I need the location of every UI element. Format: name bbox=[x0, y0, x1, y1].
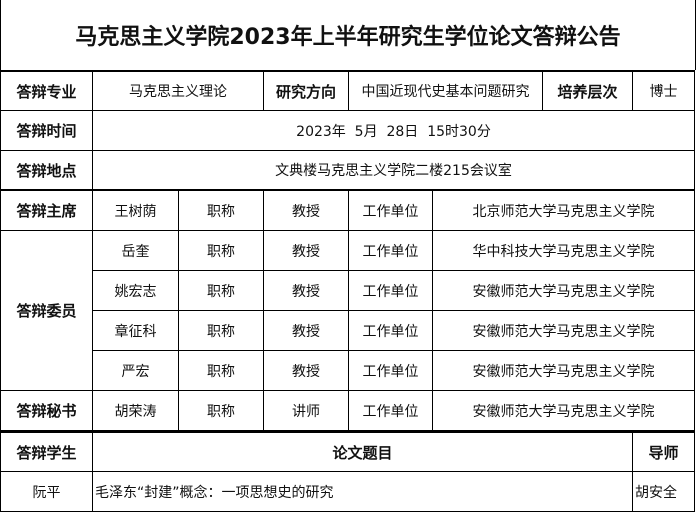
secretary-unit-label: 工作单位 bbox=[348, 390, 433, 431]
committee-label: 答辩委员 bbox=[0, 230, 93, 391]
major-label: 答辩专业 bbox=[0, 70, 93, 111]
student-header: 答辩学生 bbox=[0, 431, 93, 472]
chair-name: 王树荫 bbox=[92, 189, 179, 231]
member-name: 姚宏志 bbox=[92, 270, 179, 311]
member-title-label: 职称 bbox=[178, 350, 264, 391]
thesis-header: 论文题目 bbox=[92, 431, 633, 472]
major-value: 马克思主义理论 bbox=[92, 70, 264, 111]
chair-title: 教授 bbox=[263, 189, 349, 231]
member-unit-label: 工作单位 bbox=[348, 230, 433, 271]
member-title-label: 职称 bbox=[178, 310, 264, 351]
member-unit: 安徽师范大学马克思主义学院 bbox=[432, 350, 695, 391]
secretary-title: 讲师 bbox=[263, 390, 349, 431]
member-name: 岳奎 bbox=[92, 230, 179, 271]
member-unit: 安徽师范大学马克思主义学院 bbox=[432, 310, 695, 351]
member-unit: 华中科技大学马克思主义学院 bbox=[432, 230, 695, 271]
direction-value: 中国近现代史基本问题研究 bbox=[348, 70, 543, 111]
secretary-unit: 安徽师范大学马克思主义学院 bbox=[432, 390, 695, 431]
level-value: 博士 bbox=[632, 70, 695, 111]
advisor-name: 胡安全 bbox=[632, 471, 695, 512]
member-title: 教授 bbox=[263, 270, 349, 311]
secretary-label: 答辩秘书 bbox=[0, 390, 93, 431]
time-value: 2023年 5月 28日 15时30分 bbox=[92, 110, 695, 151]
chair-label: 答辩主席 bbox=[0, 189, 93, 231]
member-name: 章征科 bbox=[92, 310, 179, 351]
thesis-title: 毛泽东“封建”概念：一项思想史的研究 bbox=[92, 471, 633, 512]
student-name: 阮平 bbox=[0, 471, 93, 512]
member-title: 教授 bbox=[263, 350, 349, 391]
chair-unit-label: 工作单位 bbox=[348, 189, 433, 231]
chair-unit: 北京师范大学马克思主义学院 bbox=[432, 189, 695, 231]
member-unit-label: 工作单位 bbox=[348, 310, 433, 351]
time-label: 答辩时间 bbox=[0, 110, 93, 151]
member-unit-label: 工作单位 bbox=[348, 270, 433, 311]
secretary-name: 胡荣涛 bbox=[92, 390, 179, 431]
place-value: 文典楼马克思主义学院二楼215会议室 bbox=[92, 150, 695, 190]
page-title: 马克思主义学院2023年上半年研究生学位论文答辩公告 bbox=[0, 0, 696, 70]
member-title-label: 职称 bbox=[178, 230, 264, 271]
member-name: 严宏 bbox=[92, 350, 179, 391]
direction-label: 研究方向 bbox=[263, 70, 349, 111]
place-label: 答辩地点 bbox=[0, 150, 93, 190]
member-title: 教授 bbox=[263, 310, 349, 351]
chair-title-label: 职称 bbox=[178, 189, 264, 231]
advisor-header: 导师 bbox=[632, 431, 695, 472]
member-title-label: 职称 bbox=[178, 270, 264, 311]
member-unit: 安徽师范大学马克思主义学院 bbox=[432, 270, 695, 311]
level-label: 培养层次 bbox=[542, 70, 633, 111]
member-unit-label: 工作单位 bbox=[348, 350, 433, 391]
secretary-title-label: 职称 bbox=[178, 390, 264, 431]
member-title: 教授 bbox=[263, 230, 349, 271]
